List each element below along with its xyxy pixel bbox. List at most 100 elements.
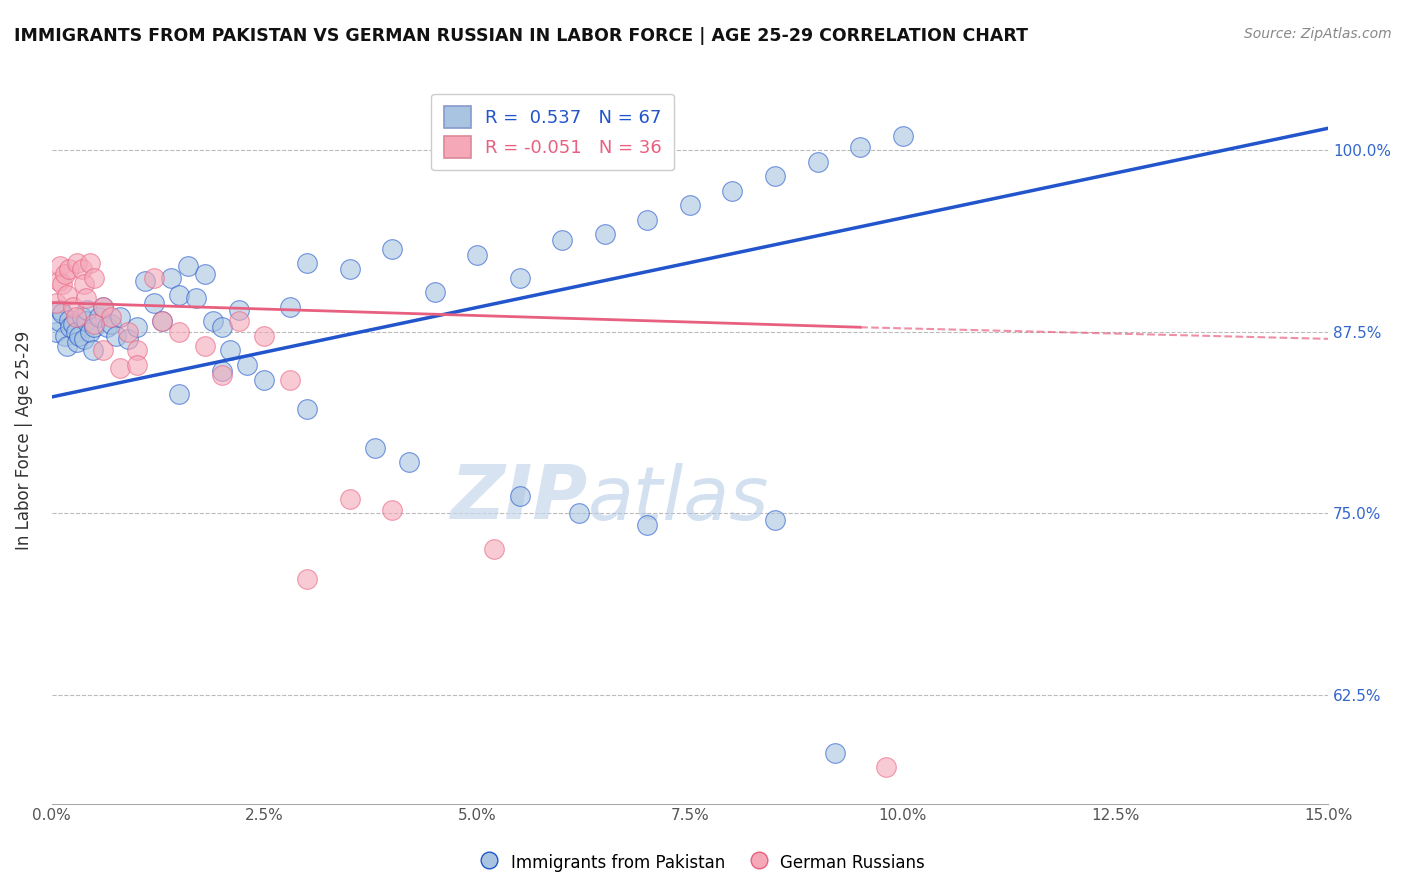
- Point: [56, 288, 79, 302]
- Point: [150, 314, 173, 328]
- Point: [87, 310, 110, 324]
- Point: [73, 332, 96, 346]
- Point: [49, 302, 72, 317]
- Point: [278, 372, 301, 386]
- Point: [295, 401, 318, 416]
- Point: [763, 513, 786, 527]
- Point: [236, 358, 259, 372]
- Point: [875, 760, 897, 774]
- Point: [51, 277, 73, 291]
- Point: [91, 300, 114, 314]
- Point: [211, 320, 233, 334]
- Y-axis label: In Labor Force | Age 25-29: In Labor Force | Age 25-29: [15, 331, 32, 550]
- Point: [381, 242, 404, 256]
- Point: [79, 325, 101, 339]
- Point: [65, 310, 87, 324]
- Point: [117, 325, 139, 339]
- Point: [83, 318, 105, 332]
- Point: [67, 329, 90, 343]
- Point: [75, 314, 97, 328]
- Point: [636, 212, 658, 227]
- Point: [509, 489, 531, 503]
- Point: [253, 372, 276, 386]
- Point: [48, 274, 70, 288]
- Point: [891, 128, 914, 143]
- Point: [824, 746, 846, 760]
- Point: [763, 169, 786, 184]
- Point: [83, 271, 105, 285]
- Point: [66, 256, 89, 270]
- Point: [211, 364, 233, 378]
- Point: [211, 368, 233, 383]
- Text: IMMIGRANTS FROM PAKISTAN VS GERMAN RUSSIAN IN LABOR FORCE | AGE 25-29 CORRELATIO: IMMIGRANTS FROM PAKISTAN VS GERMAN RUSSI…: [14, 27, 1028, 45]
- Point: [169, 288, 191, 302]
- Point: [75, 291, 97, 305]
- Point: [62, 318, 84, 332]
- Point: [253, 329, 276, 343]
- Point: [169, 387, 191, 401]
- Point: [150, 314, 173, 328]
- Point: [219, 343, 242, 358]
- Point: [56, 339, 79, 353]
- Point: [48, 314, 70, 328]
- Point: [423, 285, 446, 300]
- Point: [70, 262, 93, 277]
- Point: [125, 343, 148, 358]
- Point: [58, 262, 80, 277]
- Point: [125, 358, 148, 372]
- Point: [100, 318, 122, 332]
- Point: [134, 274, 156, 288]
- Point: [381, 503, 404, 517]
- Text: ZIP: ZIP: [450, 462, 588, 535]
- Point: [169, 325, 191, 339]
- Point: [73, 277, 96, 291]
- Point: [96, 320, 118, 334]
- Point: [177, 259, 200, 273]
- Point: [295, 572, 318, 586]
- Point: [66, 334, 89, 349]
- Point: [398, 455, 420, 469]
- Point: [70, 310, 93, 324]
- Point: [53, 267, 76, 281]
- Point: [339, 262, 361, 277]
- Point: [83, 320, 105, 334]
- Point: [636, 517, 658, 532]
- Point: [551, 233, 574, 247]
- Point: [104, 329, 127, 343]
- Point: [806, 154, 828, 169]
- Point: [65, 325, 87, 339]
- Point: [194, 267, 217, 281]
- Point: [364, 441, 387, 455]
- Point: [194, 339, 217, 353]
- Text: atlas: atlas: [588, 463, 769, 534]
- Point: [202, 314, 225, 328]
- Point: [91, 343, 114, 358]
- Point: [228, 302, 250, 317]
- Point: [679, 198, 702, 212]
- Point: [568, 506, 591, 520]
- Point: [59, 320, 82, 334]
- Point: [339, 491, 361, 506]
- Point: [91, 300, 114, 314]
- Point: [160, 271, 183, 285]
- Point: [484, 542, 506, 557]
- Legend: R =  0.537   N = 67, R = -0.051   N = 36: R = 0.537 N = 67, R = -0.051 N = 36: [430, 94, 675, 170]
- Point: [125, 320, 148, 334]
- Point: [58, 313, 80, 327]
- Point: [51, 306, 73, 320]
- Point: [186, 291, 208, 305]
- Point: [82, 343, 104, 358]
- Point: [228, 314, 250, 328]
- Point: [465, 247, 488, 261]
- Point: [76, 302, 98, 317]
- Point: [593, 227, 616, 242]
- Point: [45, 295, 67, 310]
- Point: [79, 256, 101, 270]
- Point: [295, 256, 318, 270]
- Point: [62, 300, 84, 314]
- Point: [49, 259, 72, 273]
- Point: [721, 184, 744, 198]
- Point: [849, 140, 872, 154]
- Point: [142, 295, 165, 310]
- Point: [100, 310, 122, 324]
